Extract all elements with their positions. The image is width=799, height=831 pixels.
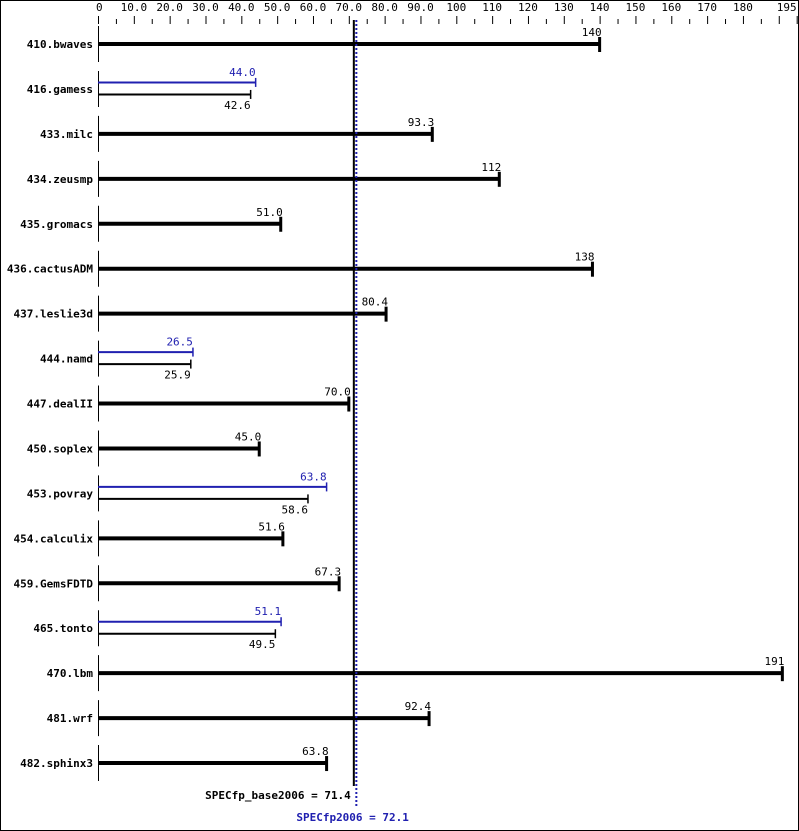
benchmark-label: 470.lbm (47, 667, 94, 680)
benchmark-label: 433.milc (40, 128, 93, 141)
tick-label: 180 (733, 1, 753, 14)
base-reference-label: SPECfp_base2006 = 71.4 (205, 789, 351, 802)
tick-label: 195 (777, 1, 797, 14)
benchmark-label: 482.sphinx3 (20, 757, 93, 770)
base-value-label: 25.9 (164, 369, 191, 382)
tick-label: 110 (482, 1, 502, 14)
base-value-label: 58.6 (281, 503, 308, 516)
benchmark-label: 437.leslie3d (14, 308, 93, 321)
base-value-label: 51.6 (258, 520, 285, 533)
tick-label: 40.0 (228, 1, 255, 14)
tick-label: 60.0 (300, 1, 327, 14)
benchmark-label: 453.povray (27, 487, 94, 500)
peak-reference-label: SPECfp2006 = 72.1 (296, 811, 409, 824)
base-value-label: 191 (764, 655, 784, 668)
base-value-label: 138 (575, 251, 595, 264)
benchmark-label: 444.namd (40, 353, 93, 366)
benchmark-label: 447.dealII (27, 398, 93, 411)
peak-value-label: 63.8 (300, 470, 327, 483)
peak-value-label: 26.5 (166, 336, 193, 349)
tick-label: 160 (661, 1, 681, 14)
peak-value-label: 44.0 (229, 66, 256, 79)
tick-label: 150 (626, 1, 646, 14)
base-value-label: 67.3 (315, 565, 342, 578)
benchmark-label: 410.bwaves (27, 38, 93, 51)
tick-label: 10.0 (121, 1, 148, 14)
tick-label: 120 (518, 1, 538, 14)
tick-label: 80.0 (371, 1, 398, 14)
tick-label: 130 (554, 1, 574, 14)
base-value-label: 112 (481, 161, 501, 174)
benchmark-label: 416.gamess (27, 83, 93, 96)
benchmark-label: 454.calculix (14, 532, 94, 545)
benchmark-label: 459.GemsFDTD (14, 577, 94, 590)
base-value-label: 51.0 (256, 206, 283, 219)
base-value-label: 80.4 (362, 296, 389, 309)
benchmark-label: 481.wrf (47, 712, 93, 725)
tick-label: 30.0 (192, 1, 219, 14)
benchmark-label: 436.cactusADM (7, 263, 93, 276)
tick-label: 20.0 (156, 1, 183, 14)
base-value-label: 63.8 (302, 745, 329, 758)
tick-label: 170 (697, 1, 717, 14)
benchmark-label: 434.zeusmp (27, 173, 94, 186)
tick-label: 90.0 (407, 1, 434, 14)
benchmark-label: 450.soplex (27, 442, 94, 455)
peak-value-label: 51.1 (255, 605, 282, 618)
base-value-label: 92.4 (405, 700, 432, 713)
benchmark-label: 435.gromacs (20, 218, 93, 231)
tick-label: 140 (590, 1, 610, 14)
tick-label: 50.0 (264, 1, 291, 14)
tick-label: 70.0 (336, 1, 363, 14)
base-value-label: 49.5 (249, 638, 276, 651)
base-value-label: 140 (582, 26, 602, 39)
base-value-label: 70.0 (324, 386, 351, 399)
base-value-label: 45.0 (235, 430, 262, 443)
base-value-label: 42.6 (224, 99, 251, 112)
base-value-label: 93.3 (408, 116, 435, 129)
tick-label: 0 (96, 1, 103, 14)
tick-label: 100 (446, 1, 466, 14)
benchmark-label: 465.tonto (33, 622, 93, 635)
